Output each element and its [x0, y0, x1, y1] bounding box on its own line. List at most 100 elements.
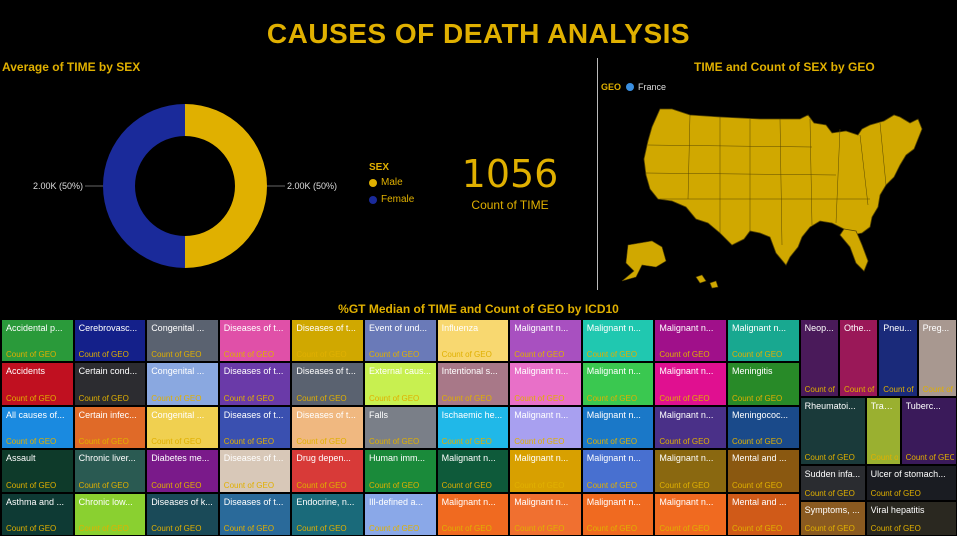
treemap-tile[interactable]: Endocrine, n... Count of GEO — [291, 492, 364, 536]
treemap-tile[interactable]: Diseases of t... Count of GEO — [218, 492, 292, 536]
treemap-tile[interactable]: Chronic low... Count of GEO — [73, 492, 147, 536]
treemap-tile[interactable]: Viral hepatitis Count of GEO — [865, 500, 957, 536]
treemap-tile[interactable]: Symptoms, ... Count of GEO — [799, 500, 866, 536]
treemap-tile-count-label: Count of GEO — [586, 437, 638, 447]
treemap-tile[interactable]: Congenital ... Count of GEO — [146, 362, 219, 406]
treemap-tile[interactable]: Malignant n... Count of GEO — [436, 449, 510, 493]
treemap-tile[interactable]: Malignant n... Count of GEO — [509, 362, 582, 406]
treemap-tile[interactable]: Assault Count of GEO — [1, 449, 74, 493]
treemap-tile-count-label: Count of GEO — [732, 437, 783, 447]
treemap-tile-count-label: Count of GEO — [78, 393, 129, 403]
treemap-tile[interactable]: Event of und... Count of GEO — [364, 319, 437, 363]
treemap-tile[interactable]: All causes of... Count of GEO — [1, 405, 74, 450]
treemap-tile[interactable]: Neop... Count of GEO — [799, 319, 839, 397]
treemap-tile[interactable]: Malignant n... Count of GEO — [581, 319, 655, 363]
treemap-tile[interactable]: Malignant n... Count of GEO — [581, 405, 655, 450]
treemap-tile-count-label: Count of GEO — [223, 523, 275, 533]
treemap-tile[interactable]: Malignant n... Count of GEO — [509, 449, 582, 493]
treemap-tile[interactable]: Malignant n... Count of GEO — [727, 319, 800, 363]
legend-item-male[interactable]: Male — [369, 177, 414, 188]
treemap-tile[interactable]: Transp... Count of GEO — [865, 397, 901, 465]
treemap-tile[interactable]: Diseases of t... Count of GEO — [291, 362, 364, 406]
treemap-tile-count-label: Count of GEO — [586, 480, 638, 490]
treemap-tile[interactable]: Mental and ... Count of GEO — [727, 449, 800, 493]
treemap-tile[interactable]: Drug depen... Count of GEO — [291, 449, 364, 493]
legend-label-female: Female — [381, 194, 415, 205]
treemap-tile[interactable]: Congenital ... Count of GEO — [146, 319, 219, 363]
donut-chart-title: Average of TIME by SEX — [2, 60, 141, 74]
treemap-tile[interactable]: Human imm... Count of GEO — [364, 449, 437, 493]
treemap-tile[interactable]: Malignant n... Count of GEO — [654, 405, 727, 450]
treemap-tile[interactable]: Chronic liver... Count of GEO — [73, 449, 147, 493]
treemap-tile[interactable]: Malignant n... Count of GEO — [581, 362, 655, 406]
treemap-tile-label: Malignant n... — [659, 323, 714, 333]
treemap-tile[interactable]: Diseases of t... Count of GEO — [291, 319, 364, 363]
treemap-tile-count-label: Count of GEO — [223, 350, 275, 360]
treemap-tile[interactable]: Ill-defined a... Count of GEO — [364, 492, 437, 536]
treemap-tile[interactable]: Malignant n... Count of GEO — [509, 319, 582, 363]
treemap-tile[interactable]: Diabetes me... Count of GEO — [146, 449, 219, 493]
treemap-tile[interactable]: Certain infec... Count of GEO — [73, 405, 147, 450]
treemap-tile[interactable]: Congenital ... Count of GEO — [146, 405, 219, 450]
usa-map[interactable] — [600, 95, 950, 295]
legend-item-female[interactable]: Female — [369, 194, 414, 205]
treemap-tile[interactable]: Rheumatoi... Count of GEO — [799, 397, 866, 465]
treemap-tile-label: Malignant n... — [514, 453, 569, 464]
map-legend-item-france[interactable]: France — [626, 82, 666, 92]
treemap-tile-label: Congenital ... — [151, 409, 205, 420]
treemap-tile-label: Pneu... — [883, 323, 912, 333]
treemap-tile[interactable]: Sudden infa... Count of GEO — [799, 465, 866, 501]
treemap-tile[interactable]: Preg... Count of GEO — [917, 319, 957, 397]
map-legend-label: France — [638, 82, 667, 92]
treemap-tile[interactable]: Meningitis Count of GEO — [727, 362, 800, 406]
treemap-tile[interactable]: Malignant n... Count of GEO — [509, 405, 582, 450]
treemap-tile-label: Malignant n... — [586, 453, 641, 464]
treemap-tile-label: Diseases of k... — [151, 496, 213, 507]
treemap-tile[interactable]: Malignant n... Count of GEO — [509, 492, 582, 536]
treemap-tile[interactable]: Diseases of t... Count of GEO — [218, 449, 292, 493]
treemap-tile[interactable]: Tuberc... Count of GEO — [900, 397, 957, 465]
treemap-tile[interactable]: External caus... Count of GEO — [364, 362, 437, 406]
treemap-tile-label: Intentional s... — [441, 366, 498, 377]
treemap-tile[interactable]: Accidents Count of GEO — [1, 362, 74, 406]
treemap-tile[interactable]: Malignant n... Count of GEO — [654, 362, 727, 406]
treemap-tile[interactable]: Othe... Count of GEO — [838, 319, 879, 397]
treemap-tile[interactable]: Ischaemic he... Count of GEO — [436, 405, 510, 450]
treemap-tile[interactable]: Accidental p... Count of GEO — [1, 319, 74, 363]
treemap-tile[interactable]: Diseases of k... Count of GEO — [146, 492, 219, 536]
treemap-tile-count-label: Count of GEO — [732, 393, 783, 403]
treemap-tile[interactable]: Malignant n... Count of GEO — [581, 449, 655, 493]
treemap-tile[interactable]: Malignant n... Count of GEO — [654, 492, 727, 536]
treemap-tile[interactable]: Intentional s... Count of GEO — [436, 362, 510, 406]
treemap-tile[interactable]: Influenza Count of GEO — [436, 319, 510, 363]
donut-slice-male[interactable] — [185, 104, 267, 268]
treemap-tile[interactable]: Diseases of t... Count of GEO — [218, 362, 292, 406]
treemap-tile-label: Malignant n... — [514, 496, 569, 507]
treemap-tile-label: Cerebrovasc... — [78, 323, 138, 333]
treemap-tile[interactable]: Asthma and ... Count of GEO — [1, 492, 74, 536]
treemap-tile[interactable]: Ulcer of stomach... Count of GEO — [865, 465, 957, 501]
treemap-tile[interactable]: Diseases of t... Count of GEO — [218, 319, 292, 363]
treemap-tile[interactable]: Malignant n... Count of GEO — [581, 492, 655, 536]
treemap-tile[interactable]: Falls Count of GEO — [364, 405, 437, 450]
treemap-tile[interactable]: Mental and ... Count of GEO — [727, 492, 800, 536]
treemap-tile-label: Meningococ... — [732, 409, 789, 420]
treemap-tile[interactable]: Diseases of t... Count of GEO — [218, 405, 292, 450]
treemap-tile[interactable]: Cerebrovasc... Count of GEO — [73, 319, 147, 363]
treemap-tile[interactable]: Malignant n... Count of GEO — [654, 449, 727, 493]
treemap-tile-label: Malignant n... — [514, 366, 569, 377]
treemap-tile-count-label: Count of GEO — [586, 523, 638, 533]
treemap-tile[interactable]: Pneu... Count of GEO — [878, 319, 918, 397]
treemap-tile-count-label: Count of GEO — [514, 350, 565, 360]
treemap-tile-count-label: Count of GEO — [441, 437, 492, 447]
donut-slice-female[interactable] — [103, 104, 185, 268]
donut-chart[interactable]: 2.00K (50%) 2.00K (50%) — [0, 56, 370, 306]
treemap-tile[interactable]: Meningococ... Count of GEO — [727, 405, 800, 450]
treemap-tile-count-label: Count of GEO — [905, 453, 954, 462]
treemap-tile[interactable]: Malignant n... Count of GEO — [654, 319, 727, 363]
treemap-tile[interactable]: Certain cond... Count of GEO — [73, 362, 147, 406]
treemap-tile[interactable]: Diseases of t... Count of GEO — [291, 405, 364, 450]
treemap-tile[interactable]: Malignant n... Count of GEO — [436, 492, 510, 536]
treemap-tile-label: Influenza — [441, 323, 479, 333]
kpi-card: 1056 Count of TIME — [455, 152, 565, 212]
